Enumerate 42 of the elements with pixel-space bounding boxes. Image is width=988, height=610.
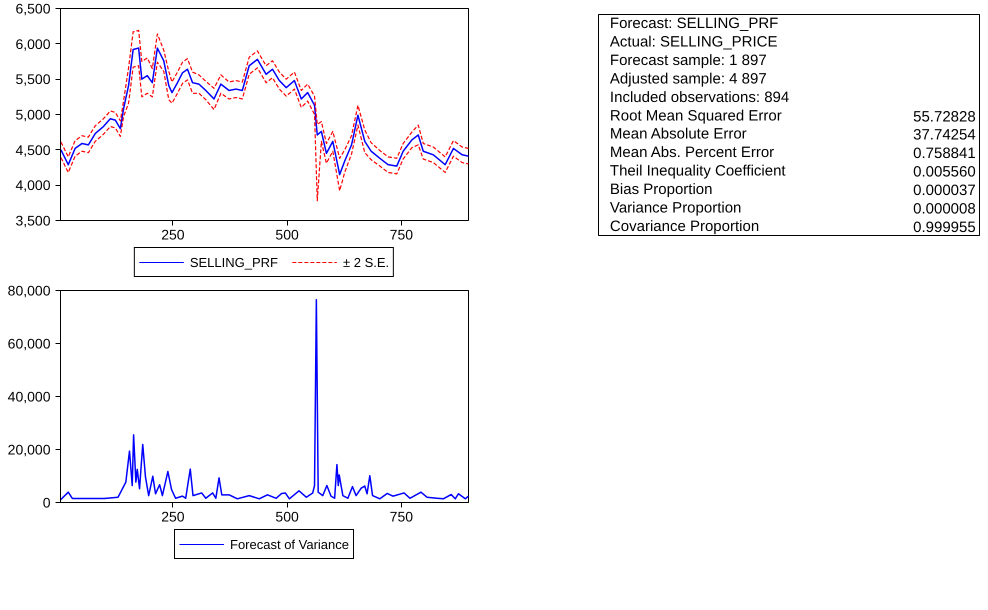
text: Forecast sample: 1 897 (610, 52, 767, 70)
category-label: Mean Absolute Error (610, 126, 747, 143)
y-tick-label: 40,000 (8, 388, 51, 404)
text: Actual: SELLING_PRICE (610, 34, 778, 51)
category-label: Mean Abs. Percent Error (610, 144, 774, 162)
category-label: Theil Inequality Coefficient (610, 162, 786, 180)
text: 0.000037 (913, 182, 976, 199)
category-label: Bias Proportion (610, 180, 712, 198)
legend-label: Forecast of Variance (230, 536, 349, 552)
x-tick-label: 250 (161, 508, 185, 524)
y-tick-label: 6,500 (15, 0, 51, 16)
text: 37.74254 (913, 126, 976, 144)
legend-label: SELLING_PRF (190, 254, 278, 270)
category-label: Root Mean Squared Error (610, 107, 782, 124)
y-tick-label: 4,000 (15, 177, 51, 194)
y-tick-label: 5,000 (15, 106, 51, 122)
category-label: Variance Proportion (610, 199, 742, 216)
y-tick-label: 6,000 (15, 36, 51, 52)
y-tick-label: 20,000 (8, 442, 51, 458)
x-tick-label: 750 (390, 508, 414, 524)
line-series (60, 47, 468, 176)
y-tick-label: 60,000 (8, 336, 51, 352)
y-tick-label: 4,500 (15, 142, 51, 158)
y-tick-label: 3,500 (15, 212, 51, 228)
x-tick-label: 250 (161, 226, 185, 242)
y-tick-label: 80,000 (8, 282, 51, 298)
text: Forecast: SELLING_PRF (610, 15, 778, 32)
y-tick-label: 0 (42, 494, 51, 510)
text: 0.005560 (913, 164, 976, 181)
line-series (60, 299, 468, 501)
text: 55.72828 (913, 108, 976, 126)
text: 0.758841 (913, 145, 976, 162)
x-tick-label: 750 (390, 226, 414, 242)
legend-label: ± 2 S.E. (343, 254, 390, 270)
y-tick-label: 5,500 (15, 71, 51, 88)
text: Included observations: 894 (610, 88, 790, 106)
x-tick-label: 500 (275, 508, 300, 524)
category-label: Covariance Proportion (610, 218, 760, 235)
text: Adjusted sample: 4 897 (610, 70, 767, 88)
text: 0.999955 (913, 218, 976, 236)
x-tick-label: 500 (275, 226, 300, 242)
text: 0.000008 (913, 200, 976, 218)
